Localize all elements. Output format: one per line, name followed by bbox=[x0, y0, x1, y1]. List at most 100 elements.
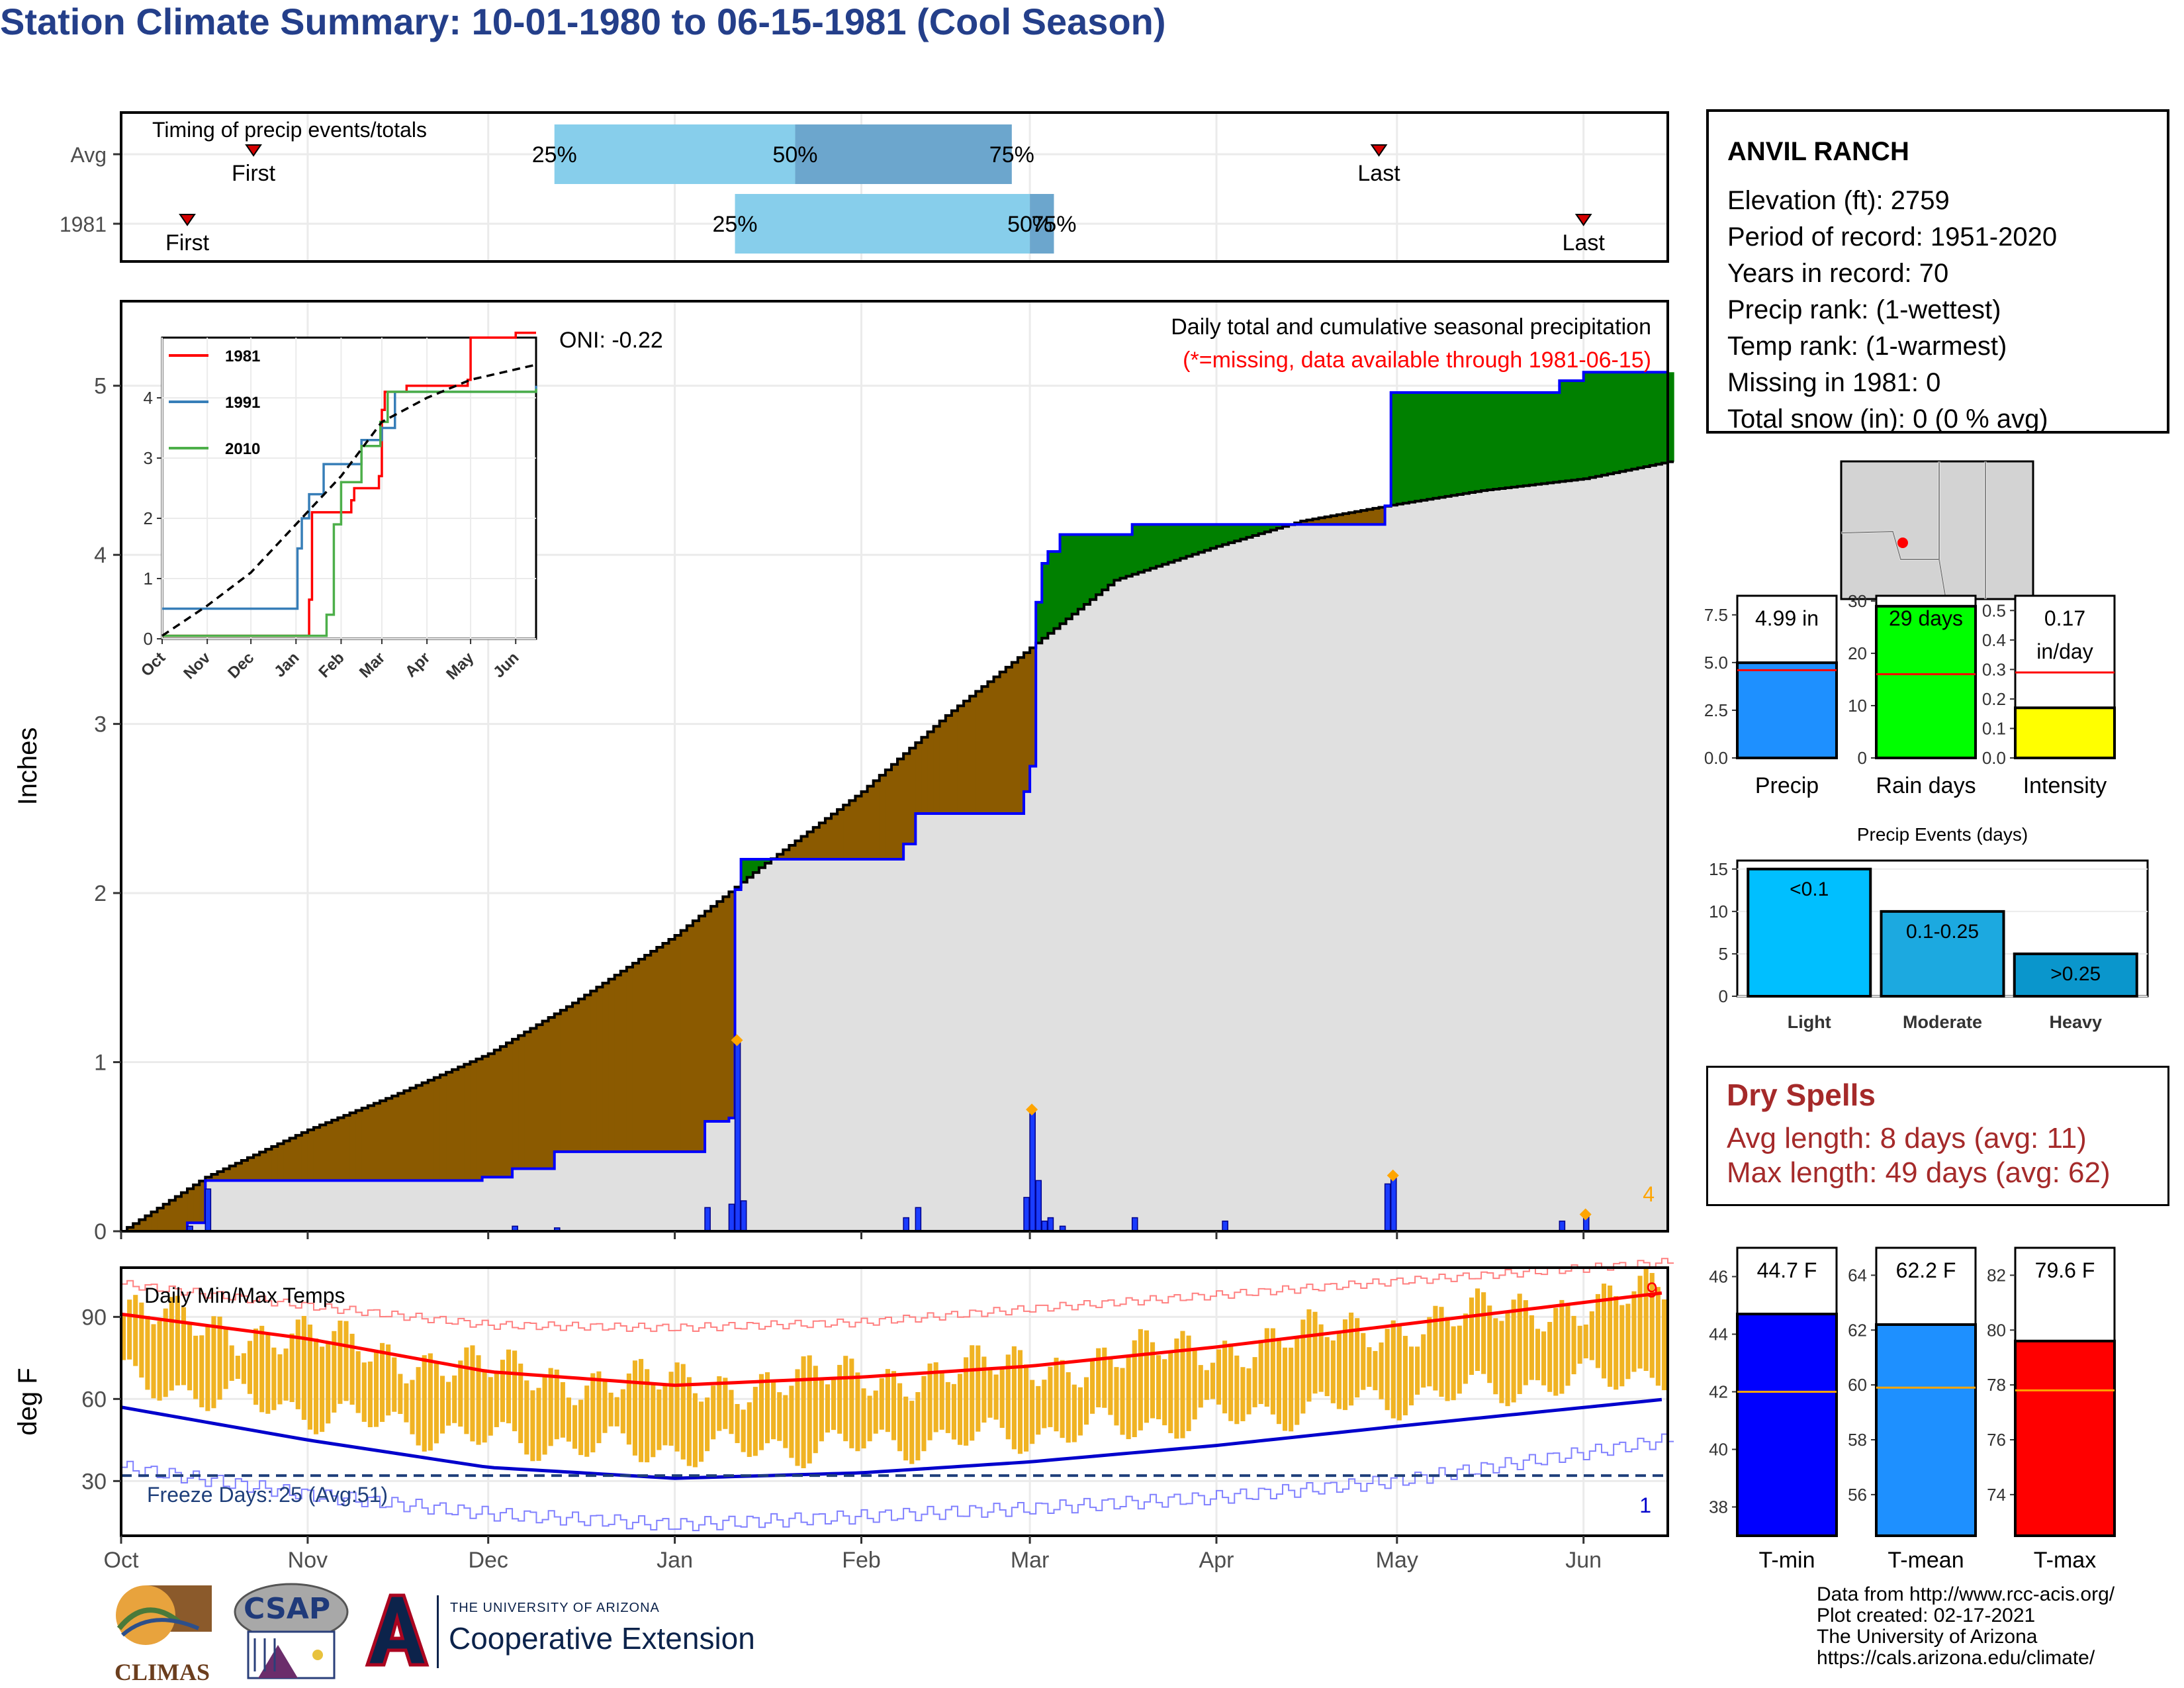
daily-temp-bar bbox=[1583, 1324, 1588, 1359]
daily-temp-bar bbox=[1198, 1365, 1203, 1408]
last-event-marker bbox=[1574, 214, 1592, 226]
below-average-fill bbox=[1005, 667, 1013, 814]
below-average-fill bbox=[873, 780, 880, 859]
quartile-label: 25% bbox=[532, 142, 577, 167]
daily-temp-bar bbox=[1355, 1318, 1360, 1398]
below-average-fill bbox=[723, 896, 730, 1121]
inset-xtick-label: Mar bbox=[356, 649, 388, 681]
inset-xtick-label: Oct bbox=[138, 649, 169, 680]
daily-temp-bar bbox=[1457, 1325, 1462, 1394]
daily-temp-bar bbox=[964, 1357, 969, 1446]
daily-precip-bar bbox=[1390, 1176, 1397, 1232]
above-average-fill bbox=[1048, 551, 1055, 633]
daily-temp-bar bbox=[530, 1390, 535, 1462]
above-average-fill bbox=[1427, 392, 1433, 500]
daily-temp-bar bbox=[1439, 1307, 1444, 1397]
precip-frame bbox=[120, 300, 1669, 1233]
below-average-fill bbox=[548, 1017, 555, 1169]
climo-fill bbox=[121, 461, 1668, 1231]
daily-temp-bar bbox=[464, 1347, 469, 1434]
daily-temp-bar bbox=[1300, 1319, 1306, 1414]
temp-xtick-label: May bbox=[1376, 1548, 1418, 1573]
above-average-fill bbox=[1162, 524, 1169, 565]
above-average-fill bbox=[1463, 392, 1470, 494]
below-average-fill bbox=[283, 1141, 291, 1181]
record-low-count: 1 bbox=[1639, 1493, 1651, 1517]
above-average-fill bbox=[1457, 392, 1464, 494]
below-average-fill bbox=[674, 935, 682, 1152]
daily-temp-bar bbox=[1276, 1338, 1282, 1425]
daily-temp-bar bbox=[1071, 1384, 1077, 1442]
daily-temp-bar bbox=[825, 1384, 831, 1433]
seasonal-value-label: 44.7 F bbox=[1757, 1258, 1817, 1282]
below-average-fill bbox=[879, 775, 886, 859]
below-average-fill bbox=[1379, 507, 1386, 525]
precip-event-bar bbox=[1880, 910, 2005, 998]
peak-precip-marker bbox=[1026, 1103, 1038, 1116]
above-average-fill bbox=[1637, 372, 1645, 468]
below-average-fill bbox=[891, 764, 898, 859]
below-average-fill bbox=[1312, 518, 1320, 525]
seasonal-category-label: Intensity bbox=[2023, 773, 2107, 798]
daily-temp-bar bbox=[1186, 1335, 1191, 1431]
seasonal-ytick-label: 56 bbox=[1848, 1485, 1867, 1505]
daily-precip-bar bbox=[734, 1039, 741, 1232]
daily-temp-bar bbox=[307, 1324, 312, 1430]
daily-temp-bar bbox=[1396, 1323, 1402, 1421]
daily-temp-bar bbox=[771, 1381, 776, 1440]
station-snow: Total snow (in): 0 (0 % avg) bbox=[1727, 404, 2048, 434]
seasonal-ytick-label: 0 bbox=[1858, 748, 1867, 768]
daily-temp-bar bbox=[903, 1396, 909, 1461]
daily-precip-bar bbox=[1023, 1197, 1030, 1232]
below-average-fill bbox=[590, 991, 597, 1152]
daily-temp-bar bbox=[265, 1335, 271, 1414]
freeze-days-label: Freeze Days: 25 (Avg:51) bbox=[147, 1483, 388, 1507]
below-average-fill bbox=[1024, 652, 1030, 792]
above-average-fill bbox=[1505, 392, 1512, 488]
below-average-fill bbox=[439, 1074, 447, 1181]
above-average-fill bbox=[1481, 392, 1488, 491]
below-average-fill bbox=[464, 1064, 471, 1181]
daily-temp-bar bbox=[867, 1395, 872, 1442]
events-ytick-label: 10 bbox=[1709, 902, 1728, 921]
daily-temp-bar bbox=[1427, 1317, 1432, 1387]
timing-title: Timing of precip events/totals bbox=[152, 118, 427, 142]
below-average-fill bbox=[187, 1188, 194, 1223]
daily-temp-bar bbox=[524, 1380, 529, 1455]
daily-temp-bar bbox=[193, 1335, 199, 1399]
daily-temp-bar bbox=[1451, 1326, 1456, 1401]
below-average-fill bbox=[1342, 513, 1349, 525]
below-average-fill bbox=[999, 672, 1007, 814]
daily-temp-bar bbox=[777, 1392, 782, 1441]
above-average-fill bbox=[1042, 563, 1048, 639]
daily-temp-bar bbox=[705, 1397, 710, 1452]
daily-temp-bar bbox=[1295, 1336, 1300, 1425]
below-average-fill bbox=[717, 901, 723, 1121]
above-average-fill bbox=[1547, 392, 1554, 483]
daily-temp-bar bbox=[1535, 1329, 1541, 1381]
daily-temp-bar bbox=[1048, 1366, 1053, 1427]
daily-temp-bar bbox=[1330, 1340, 1336, 1403]
seasonal-ytick-label: 62 bbox=[1848, 1320, 1867, 1340]
inset-xtick-label: Feb bbox=[315, 649, 347, 681]
daily-temp-bar bbox=[1168, 1351, 1173, 1434]
daily-temp-bar bbox=[1083, 1377, 1089, 1425]
above-average-fill bbox=[1198, 524, 1205, 553]
daily-temp-bar bbox=[253, 1329, 259, 1405]
below-average-fill bbox=[373, 1103, 381, 1181]
daily-temp-bar bbox=[1463, 1313, 1468, 1384]
precip-event-bar-label: >0.25 bbox=[2050, 963, 2101, 985]
daily-temp-bar bbox=[927, 1363, 933, 1440]
daily-temp-bar bbox=[1475, 1288, 1480, 1372]
below-average-fill bbox=[506, 1043, 513, 1178]
first-event-marker bbox=[245, 144, 262, 157]
daily-temp-bar bbox=[1559, 1299, 1565, 1394]
below-average-fill bbox=[596, 987, 604, 1152]
above-average-fill bbox=[1120, 534, 1127, 579]
station-elevation: Elevation (ft): 2759 bbox=[1727, 186, 1950, 215]
daily-temp-bar bbox=[133, 1295, 138, 1366]
above-average-fill bbox=[1276, 524, 1283, 529]
daily-temp-bar bbox=[584, 1385, 590, 1457]
temp-xtick-label: Dec bbox=[468, 1548, 508, 1573]
daily-temp-bar bbox=[235, 1356, 240, 1379]
